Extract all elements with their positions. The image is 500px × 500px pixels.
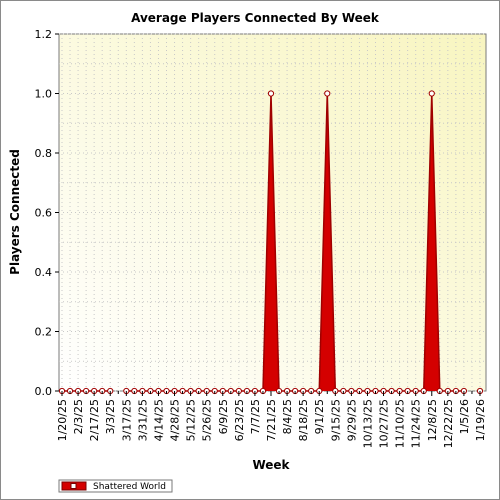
y-tick-label: 1.0	[35, 88, 53, 101]
legend-box	[58, 479, 173, 493]
x-tick-label: 8/18/25	[297, 399, 310, 441]
data-point	[428, 90, 435, 97]
x-tick-label: 12/22/25	[442, 399, 455, 448]
x-tick-label: 5/26/25	[201, 399, 214, 441]
y-tick-label: 0.4	[35, 266, 53, 279]
x-tick-label: 2/17/25	[88, 399, 101, 441]
legend: Shattered World	[58, 479, 173, 493]
y-tick-label: 0.0	[35, 385, 53, 398]
x-tick-label: 2/3/25	[72, 399, 85, 434]
y-axis-label: Players Connected	[8, 149, 22, 275]
legend-label: Shattered World	[93, 482, 166, 492]
x-tick-label: 3/3/25	[104, 399, 117, 434]
legend-marker	[70, 483, 77, 489]
x-tick-label: 12/8/25	[426, 399, 439, 441]
x-tick-label: 11/10/25	[394, 399, 407, 448]
x-tick-label: 8/4/25	[281, 399, 294, 434]
x-tick-label: 7/7/25	[249, 399, 262, 434]
x-axis-label: Week	[252, 458, 290, 472]
x-tick-label: 3/17/25	[120, 399, 133, 441]
x-tick-label: 1/5/26	[458, 399, 471, 434]
x-tick-label: 4/14/25	[152, 399, 165, 441]
x-tick-label: 9/15/25	[329, 399, 342, 441]
x-axis: 1/20/25 2/3/25 2/17/25 3/3/25 3/17/25 3/31/25…	[56, 391, 487, 448]
x-tick-label: 4/28/25	[169, 399, 182, 441]
x-tick-label: 10/27/25	[378, 399, 391, 448]
y-tick-label: 0.6	[35, 207, 53, 220]
x-tick-label: 7/21/25	[265, 399, 278, 441]
x-tick-label: 9/29/25	[345, 399, 358, 441]
x-tick-label: 3/31/25	[136, 399, 149, 441]
x-tick-label: 9/1/25	[313, 399, 326, 434]
data-point	[324, 90, 331, 97]
y-tick-label: 0.2	[35, 326, 53, 339]
x-tick-label: 1/19/26	[474, 399, 487, 441]
x-tick-label: 11/24/25	[410, 399, 423, 448]
series-area	[126, 93, 464, 391]
x-tick-label: 5/12/25	[185, 399, 198, 441]
x-tick-label: 6/23/25	[233, 399, 246, 441]
x-tick-label: 6/9/25	[217, 399, 230, 434]
x-tick-label: 1/20/25	[56, 399, 69, 441]
y-axis: 0.0 0.2 0.4 0.6 0.8 1.0 1.2	[35, 28, 59, 398]
data-point	[267, 90, 275, 97]
y-tick-label: 1.2	[35, 28, 53, 41]
x-tick-label: 10/13/25	[361, 399, 374, 448]
y-tick-label: 0.8	[35, 147, 53, 160]
chart-title: Average Players Connected By Week	[131, 11, 380, 25]
